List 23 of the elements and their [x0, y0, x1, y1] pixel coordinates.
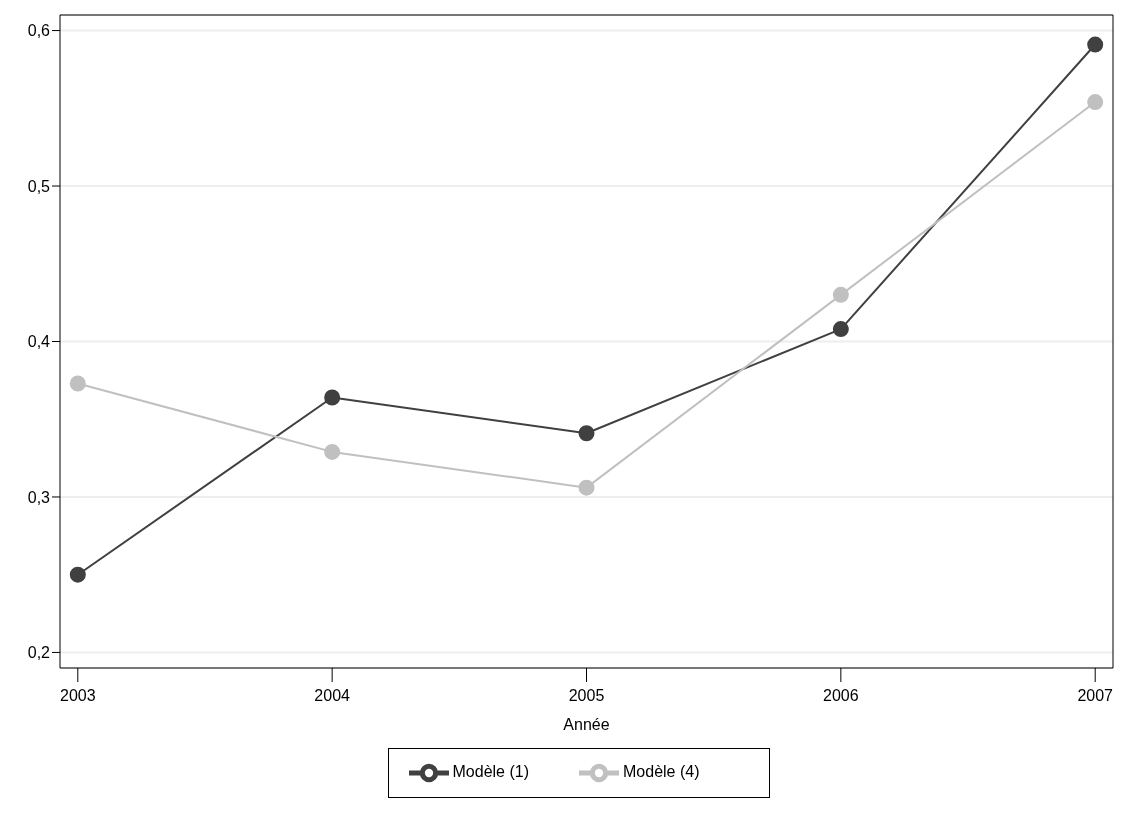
point [832, 321, 849, 338]
point [324, 389, 341, 406]
x-tick-label: 2006 [823, 687, 859, 705]
x-tick-label: 2007 [1077, 687, 1114, 705]
y-tick-label: 0,4 [27, 333, 51, 351]
x-axis-title: Année [563, 716, 610, 733]
point [832, 286, 849, 303]
point [578, 425, 595, 442]
point [69, 566, 86, 583]
x-tick-label: 2005 [568, 687, 605, 705]
point [69, 375, 86, 392]
y-tick-label: 0,5 [27, 177, 51, 195]
x-tick-label: 2003 [60, 687, 96, 705]
y-tick-label: 0,6 [27, 22, 51, 40]
legend-label: Modèle (1) [452, 763, 529, 781]
y-tick-label: 0,3 [27, 488, 51, 506]
x-tick-label: 2004 [314, 687, 351, 705]
legend-label: Modèle (4) [623, 763, 700, 781]
point [1087, 94, 1104, 111]
y-tick-label: 0,2 [27, 644, 51, 662]
point [1087, 36, 1104, 53]
point [324, 443, 341, 460]
point [578, 479, 595, 496]
